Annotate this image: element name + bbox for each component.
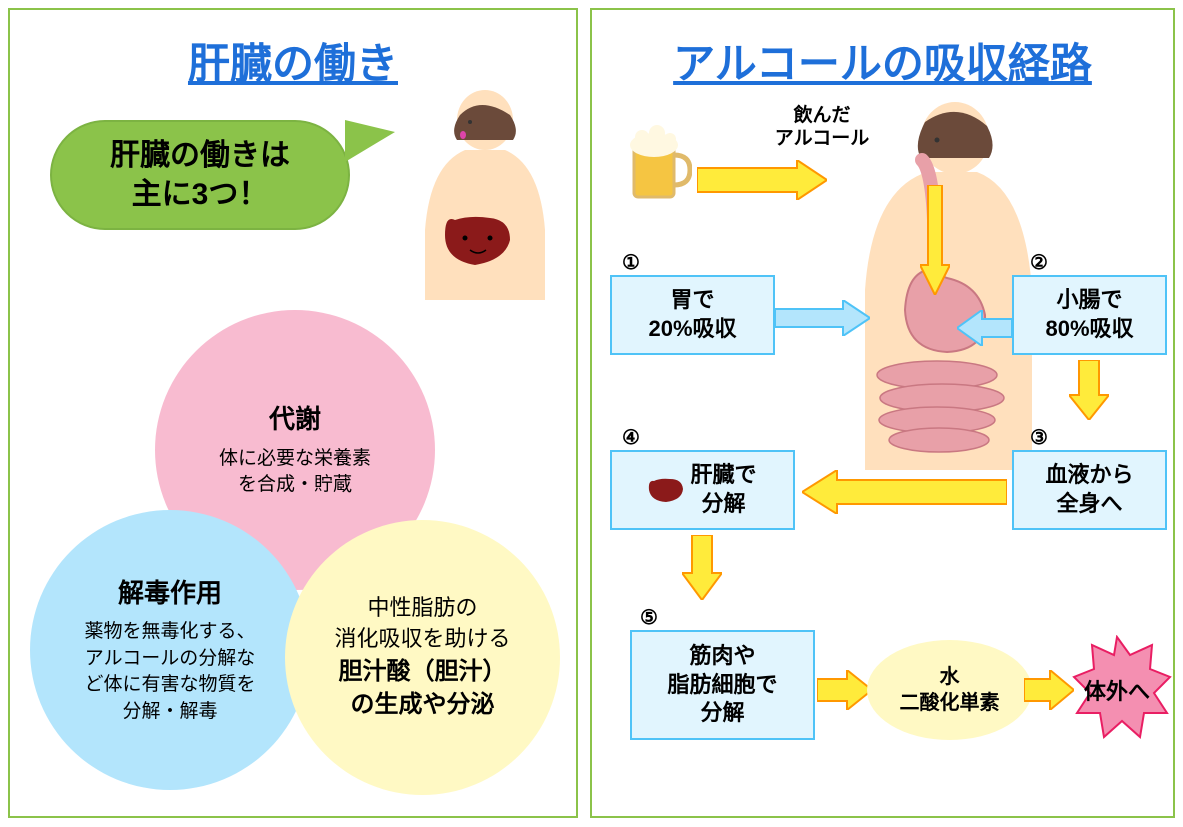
step3-num: ③ xyxy=(1030,425,1048,450)
step4-text: 肝臓で 分解 xyxy=(690,461,756,518)
step3-box: 血液から 全身へ xyxy=(1012,450,1167,530)
step4-num: ④ xyxy=(622,425,640,450)
step2-num: ② xyxy=(1030,250,1048,275)
arrow-5-to-oval xyxy=(817,670,872,710)
left-title: 肝臓の働き xyxy=(10,30,576,91)
step1-text: 胃で 20%吸収 xyxy=(648,286,736,343)
step1-num: ① xyxy=(622,250,640,275)
oval-water-co2: 水 二酸化単素 xyxy=(867,640,1032,740)
circle-desc: 中性脂肪の 消化吸収を助ける xyxy=(334,593,510,655)
star-text: 体外へ xyxy=(1084,674,1150,706)
arrow-step1 xyxy=(775,300,870,336)
right-panel: アルコールの吸収経路 飲んだ アルコール xyxy=(590,8,1175,818)
step5-num: ⑤ xyxy=(640,605,658,630)
speech-text: 肝臓の働きは 主に3つ！ xyxy=(110,136,290,214)
circle-title: 解毒作用 xyxy=(118,575,222,611)
step5-box: 筋肉や 脂肪細胞で 分解 xyxy=(630,630,815,740)
right-title: アルコールの吸収経路 xyxy=(592,30,1173,91)
step2-text: 小腸で 80%吸収 xyxy=(1045,286,1133,343)
circle-bold: 胆汁酸（胆汁） の生成や分泌 xyxy=(339,655,507,722)
step5-text: 筋肉や 脂肪細胞で 分解 xyxy=(667,642,777,728)
circle-title: 代謝 xyxy=(269,401,321,437)
person-with-liver-icon xyxy=(390,90,560,300)
liver-icon xyxy=(648,477,684,503)
circle-detox: 解毒作用 薬物を無毒化する、 アルコールの分解な ど体に有害な物質を 分解・解毒 xyxy=(30,510,310,790)
arrow-4-to-5 xyxy=(682,535,722,600)
beer-icon xyxy=(622,125,692,205)
arrow-3-to-4 xyxy=(802,470,1007,514)
step4-box: 肝臓で 分解 xyxy=(610,450,795,530)
arrow-step2 xyxy=(957,310,1012,346)
arrow-drink-to-mouth xyxy=(697,160,827,200)
circle-desc: 薬物を無毒化する、 アルコールの分解な ど体に有害な物質を 分解・解毒 xyxy=(84,619,255,725)
step3-text: 血液から 全身へ xyxy=(1045,461,1133,518)
circle-bile: 中性脂肪の 消化吸収を助ける 胆汁酸（胆汁） の生成や分泌 xyxy=(285,520,560,795)
oval-text: 水 二酸化単素 xyxy=(900,664,1000,716)
speech-tail xyxy=(345,120,395,162)
arrow-2-to-3 xyxy=(1069,360,1109,420)
star-out: 体外へ xyxy=(1062,635,1172,745)
speech-bubble: 肝臓の働きは 主に3つ！ xyxy=(50,120,350,230)
left-panel: 肝臓の働き 肝臓の働きは 主に3つ！ 代謝 体に必要な栄養素 を合成・貯蔵 解毒… xyxy=(8,8,578,818)
step1-box: 胃で 20%吸収 xyxy=(610,275,775,355)
arrow-down-esophagus xyxy=(920,185,950,295)
step2-box: 小腸で 80%吸収 xyxy=(1012,275,1167,355)
circle-desc: 体に必要な栄養素 を合成・貯蔵 xyxy=(219,446,371,499)
